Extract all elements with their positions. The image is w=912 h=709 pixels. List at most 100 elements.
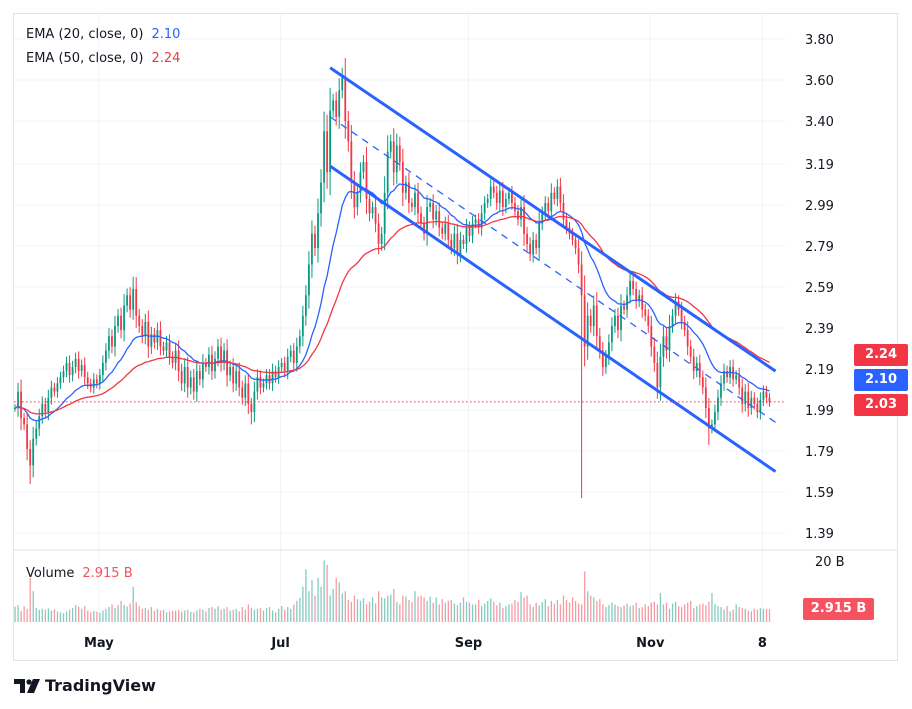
candle-body [304,295,307,316]
volume-value: 2.915 B [82,566,133,581]
volume-bar [68,609,71,622]
volume-bar [353,595,356,622]
time-tick-label: Sep [455,636,483,651]
volume-bar [614,604,616,622]
volume-bar [326,564,328,622]
volume-bar [626,603,628,622]
candle-body [635,289,638,302]
price-tick-label: 2.79 [805,240,834,255]
volume-bar [384,598,386,622]
candle-body [368,198,371,214]
candle-body [135,289,138,316]
volume-bar [329,595,331,622]
volume-bar [505,606,507,622]
volume-bar [81,608,83,622]
candle-body [704,387,707,408]
volume-bar [159,610,162,622]
candle-body [208,354,210,367]
candle-body [553,192,556,199]
volume-bar [753,608,756,622]
volume-bar [577,603,580,622]
volume-bar [141,608,143,622]
volume-bar [344,591,346,622]
candle-body [353,182,356,208]
candle-body [114,326,116,347]
volume-bar [181,611,183,622]
candle-body [544,203,547,214]
legend-ema20[interactable]: EMA (20, close, 0) 2.10 [26,27,180,42]
volume-bar [402,595,404,622]
time-tick-label: May [84,636,114,651]
volume-bar [126,606,128,622]
volume-bar [220,609,222,622]
volume-bar [393,589,395,622]
candle-body [647,315,650,326]
candle-body [332,100,335,111]
volume-bar [341,593,343,622]
volume-bar [405,596,407,622]
candle-body [559,186,562,203]
candle-body [326,131,328,173]
candle-body [365,162,368,199]
candle-body [735,375,738,380]
volume-bar [41,608,43,622]
candle-body [689,346,692,357]
volume-bar [123,604,125,622]
volume-bar [214,608,216,622]
volume-bar [459,602,462,622]
volume-bar [396,602,398,622]
channel-middle-line [329,116,776,423]
volume-bar [229,610,231,622]
tradingview-logo[interactable]: TradingView [14,676,156,695]
candle-body [308,264,310,296]
candle-body [80,364,83,372]
volume-bar [438,604,440,622]
legend-volume[interactable]: Volume 2.915 B [26,566,133,581]
volume-bar [87,610,89,622]
candle-body [262,383,265,388]
volume-bar [608,605,610,622]
ema50-price-badge: 2.24 [854,344,908,366]
legend-ema50[interactable]: EMA (50, close, 0) 2.24 [26,51,180,66]
volume-bar [56,611,59,622]
candle-body [626,295,628,310]
volume-bar [71,607,74,622]
candle-body [489,186,492,199]
volume-bar [271,610,274,622]
candle-body [20,391,22,419]
volume-bar [117,605,119,622]
volume-bar [468,602,471,622]
volume-bar [711,592,713,622]
candle-body [495,192,498,203]
candle-body [159,330,162,347]
volume-bar [474,604,477,622]
candle-body [220,346,222,363]
volume-bar [750,611,752,622]
candle-body [214,358,216,372]
candle-body [50,387,53,398]
volume-bar [365,604,368,622]
candle-body [520,207,522,220]
candle-body [238,371,241,388]
volume-bar [244,609,246,622]
volume-bar [90,612,92,622]
volume-bar [47,608,50,622]
candle-body [47,397,50,413]
candle-body [741,387,744,404]
candle-body [765,391,768,398]
chart-frame[interactable] [13,13,898,661]
volume-bar [153,610,156,622]
volume-bar [84,606,86,622]
price-tick-label: 1.39 [805,527,834,542]
volume-bar [238,611,240,622]
volume-bar [241,607,243,622]
candle-body [686,330,689,347]
candle-body [223,350,225,363]
candle-body [747,391,750,408]
volume-bar [453,603,456,622]
volume-bar [493,601,495,622]
volume-bar [456,605,459,622]
candle-body [471,223,474,236]
volume-bar [650,602,652,622]
